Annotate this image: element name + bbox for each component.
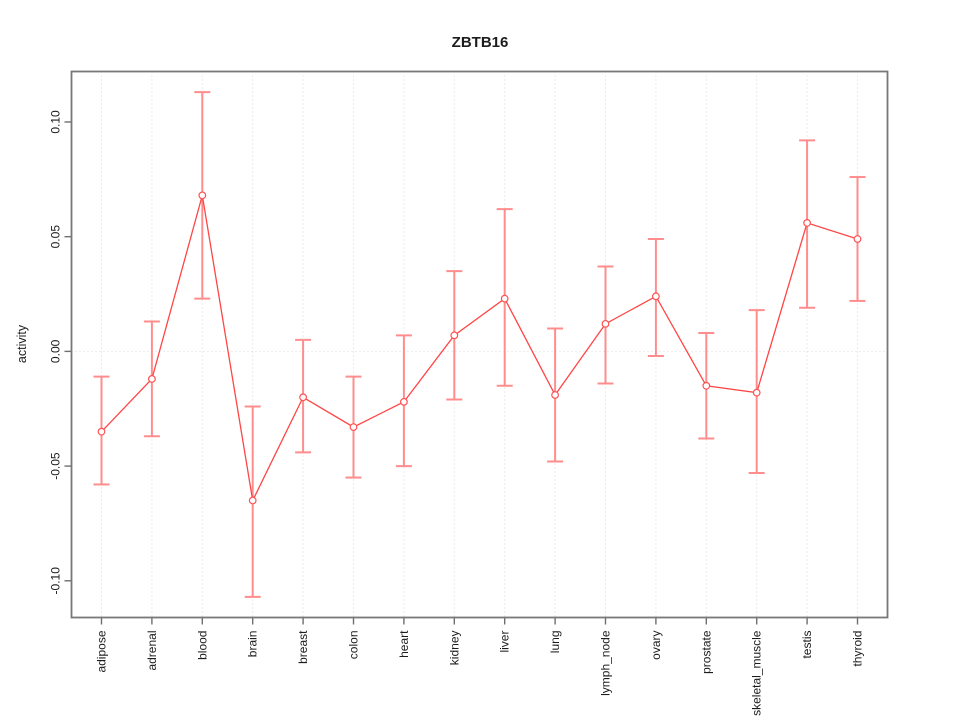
- data-point: [853, 235, 862, 243]
- plot-border: [70, 70, 889, 619]
- y-tick-label: -0.05: [49, 452, 63, 480]
- x-tick-label: breast: [296, 630, 310, 664]
- x-tick-label: thyroid: [851, 631, 865, 667]
- x-tick-label: brain: [246, 631, 260, 658]
- x-tick-label: heart: [397, 630, 411, 658]
- data-point: [752, 388, 761, 397]
- y-tick-label: 0.05: [49, 225, 63, 249]
- x-tick-label: skeletal_muscle: [750, 630, 764, 716]
- x-tick-label: colon: [347, 631, 361, 660]
- y-tick-label: 0.00: [49, 339, 63, 363]
- x-tick-label: liver: [498, 631, 512, 653]
- data-point: [198, 191, 207, 200]
- x-tick-label: ovary: [649, 631, 663, 660]
- x-tick-label: kidney: [447, 631, 461, 666]
- x-tick-label: lymph_node: [599, 630, 613, 696]
- x-tick-label: blood: [195, 631, 209, 660]
- data-point: [652, 292, 660, 301]
- data-point: [551, 391, 559, 399]
- data-point: [500, 294, 509, 303]
- data-point: [248, 496, 257, 505]
- data-point: [450, 331, 459, 340]
- data-point: [803, 219, 811, 227]
- chart-title: ZBTB16: [452, 34, 509, 51]
- data-layer: [93, 91, 866, 598]
- data-point: [147, 375, 156, 383]
- data-point: [349, 423, 358, 431]
- x-tick-label: adrenal: [145, 631, 159, 671]
- data-point: [299, 393, 308, 402]
- x-tick-label: testis: [800, 631, 814, 659]
- x-tick-label: prostate: [699, 630, 713, 674]
- data-point: [702, 381, 711, 390]
- data-point: [601, 319, 610, 328]
- y-axis-title: activity: [15, 324, 29, 363]
- data-point: [97, 427, 106, 436]
- y-tick-label: 0.10: [49, 110, 63, 134]
- x-tick-label: lung: [548, 631, 562, 654]
- grid-layer: [71, 71, 888, 618]
- series-line: [101, 195, 858, 503]
- axis-layer: adipose adrenal blood brain breast colon heart…: [49, 70, 889, 716]
- y-tick-label: -0.10: [49, 567, 63, 595]
- data-point: [400, 397, 408, 406]
- x-tick-label: adipose: [95, 630, 109, 672]
